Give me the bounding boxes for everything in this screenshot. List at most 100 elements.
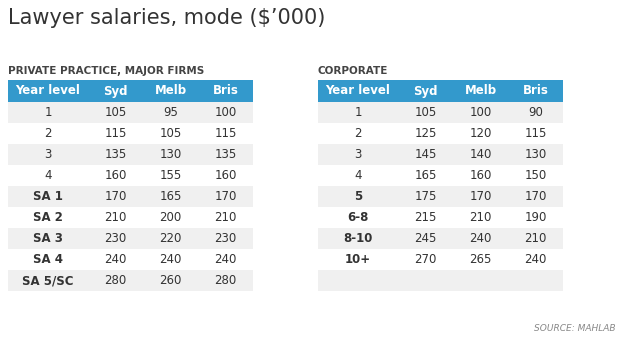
Bar [318,207,563,228]
Text: 8-10: 8-10 [343,232,373,245]
Bar [318,165,563,186]
Text: 170: 170 [469,190,492,203]
Text: 95: 95 [163,106,178,119]
Text: Syd: Syd [414,84,438,97]
Text: SA 5/SC: SA 5/SC [22,274,74,287]
Text: 130: 130 [159,148,182,161]
Text: Melb: Melb [154,84,187,97]
Text: 210: 210 [215,211,237,224]
Bar [8,186,253,207]
Text: 90: 90 [528,106,543,119]
Bar [318,270,563,291]
Text: 165: 165 [159,190,182,203]
Text: 175: 175 [414,190,436,203]
Text: Bris: Bris [523,84,549,97]
Text: 4: 4 [354,169,361,182]
Text: 270: 270 [414,253,436,266]
Text: 210: 210 [104,211,126,224]
Text: CORPORATE: CORPORATE [318,66,388,76]
Text: Year level: Year level [326,84,391,97]
Bar [8,249,253,270]
Text: 240: 240 [525,253,547,266]
Text: 200: 200 [159,211,182,224]
Text: 115: 115 [525,127,547,140]
Text: 135: 135 [215,148,237,161]
Text: 240: 240 [104,253,126,266]
Text: 5: 5 [354,190,362,203]
Text: SA 1: SA 1 [33,190,63,203]
Text: SA 3: SA 3 [33,232,63,245]
Text: 135: 135 [104,148,126,161]
Text: 220: 220 [159,232,182,245]
Text: 160: 160 [215,169,237,182]
Text: 125: 125 [414,127,436,140]
Text: Lawyer salaries, mode ($’000): Lawyer salaries, mode ($’000) [8,8,326,28]
Text: SOURCE: MAHLAB: SOURCE: MAHLAB [533,324,615,333]
Text: 165: 165 [414,169,436,182]
Text: Year level: Year level [16,84,81,97]
Text: 115: 115 [104,127,126,140]
Bar [318,228,563,249]
Text: 230: 230 [215,232,237,245]
Text: 245: 245 [414,232,436,245]
Text: 265: 265 [469,253,492,266]
Bar [8,80,253,102]
Bar [8,270,253,291]
Text: 3: 3 [44,148,51,161]
Text: SA 2: SA 2 [33,211,63,224]
Bar [318,123,563,144]
Text: 10+: 10+ [345,253,371,266]
Text: 210: 210 [525,232,547,245]
Text: Syd: Syd [104,84,128,97]
Bar [318,80,563,102]
Text: 120: 120 [469,127,492,140]
Text: 170: 170 [215,190,237,203]
Text: 145: 145 [414,148,436,161]
Bar [8,165,253,186]
Text: 105: 105 [414,106,436,119]
Text: 215: 215 [414,211,436,224]
Text: 1: 1 [354,106,361,119]
Bar [8,207,253,228]
Bar [318,249,563,270]
Bar [318,144,563,165]
Text: 240: 240 [469,232,492,245]
Text: 4: 4 [44,169,51,182]
Text: 240: 240 [159,253,182,266]
Bar [8,123,253,144]
Text: 1: 1 [44,106,51,119]
Text: 140: 140 [469,148,492,161]
Text: 105: 105 [104,106,126,119]
Text: 150: 150 [525,169,547,182]
Text: 230: 230 [104,232,126,245]
Text: Melb: Melb [464,84,497,97]
Bar [8,102,253,123]
Text: 130: 130 [525,148,547,161]
Text: 115: 115 [215,127,237,140]
Text: 155: 155 [159,169,182,182]
Text: SA 4: SA 4 [33,253,63,266]
Text: 160: 160 [469,169,492,182]
Bar [8,144,253,165]
Text: 210: 210 [469,211,492,224]
Text: 2: 2 [354,127,361,140]
Text: 280: 280 [215,274,237,287]
Text: 2: 2 [44,127,51,140]
Text: 100: 100 [215,106,237,119]
Text: 170: 170 [525,190,547,203]
Text: 160: 160 [104,169,126,182]
Text: 3: 3 [354,148,361,161]
Text: 100: 100 [469,106,492,119]
Text: 280: 280 [104,274,126,287]
Text: 170: 170 [104,190,126,203]
Bar [318,186,563,207]
Text: Bris: Bris [213,84,239,97]
Text: 6-8: 6-8 [347,211,369,224]
Text: 240: 240 [215,253,237,266]
Bar [8,228,253,249]
Text: PRIVATE PRACTICE, MAJOR FIRMS: PRIVATE PRACTICE, MAJOR FIRMS [8,66,204,76]
Bar [318,102,563,123]
Text: 260: 260 [159,274,182,287]
Text: 105: 105 [159,127,182,140]
Text: 190: 190 [525,211,547,224]
